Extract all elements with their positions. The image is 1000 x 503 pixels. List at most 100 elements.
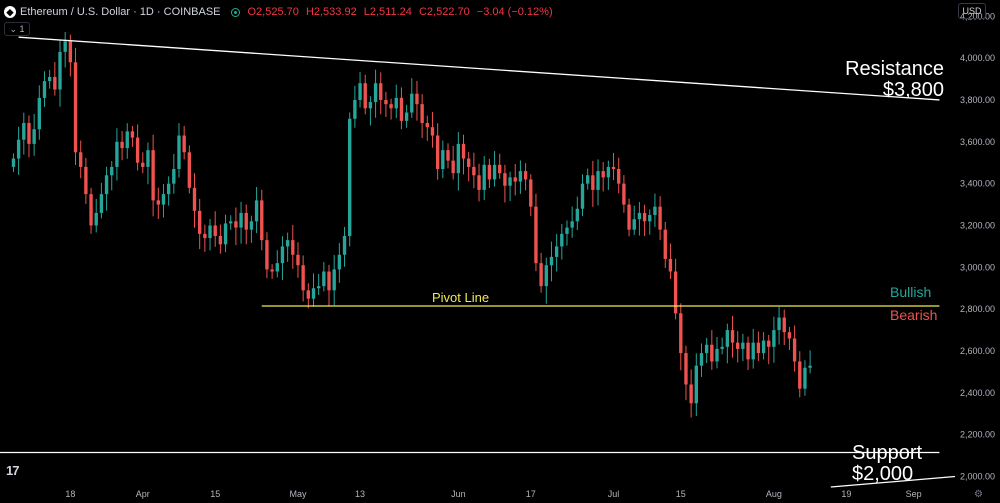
candle-body bbox=[306, 290, 311, 299]
candle-body bbox=[767, 340, 771, 347]
candle-body bbox=[16, 139, 21, 159]
candle-body bbox=[585, 175, 590, 184]
candle-body bbox=[777, 317, 781, 331]
price-tick-label: 3,800.00 bbox=[960, 95, 995, 105]
candle-body bbox=[229, 221, 233, 224]
price-axis[interactable]: 4,200.00 4,000.00 3,800.00 3,600.00 3,400.00… bbox=[960, 11, 995, 481]
price-tick-label: 4,200.00 bbox=[960, 11, 995, 21]
candle-body bbox=[296, 254, 300, 266]
candle-body bbox=[658, 206, 662, 230]
candle-body bbox=[715, 348, 719, 362]
currency-button[interactable]: USD bbox=[958, 3, 986, 19]
time-axis[interactable]: 18 Apr 15 May 13 Jun 17 Jul 15 Aug 19 Sep bbox=[65, 489, 921, 499]
candle-body bbox=[622, 183, 626, 205]
candle-body bbox=[756, 342, 761, 354]
candle-body bbox=[135, 137, 140, 163]
ohlc-values: O2,525.70 H2,533.92 L2,511.24 C2,522.70 … bbox=[248, 6, 557, 18]
candle-body bbox=[115, 141, 119, 167]
candle-body bbox=[27, 122, 31, 144]
candle-body bbox=[161, 194, 166, 205]
candle-body bbox=[544, 265, 548, 287]
candle-body bbox=[803, 367, 807, 389]
indicators-toggle-button[interactable]: ⌄ 1 bbox=[4, 22, 30, 36]
candle-body bbox=[492, 164, 497, 180]
candle-body bbox=[384, 99, 388, 105]
candle-body bbox=[254, 200, 259, 222]
candle-body bbox=[141, 162, 145, 167]
chevron-down-icon: ⌄ bbox=[9, 23, 17, 34]
candle-body bbox=[523, 171, 528, 180]
candle-body bbox=[192, 187, 197, 211]
ohlc-low: L2,511.24 bbox=[363, 6, 412, 18]
candle-body bbox=[425, 122, 429, 128]
candle-body bbox=[508, 177, 512, 186]
candle-body bbox=[617, 169, 621, 184]
candle-body bbox=[689, 384, 693, 404]
candle-body bbox=[461, 143, 466, 159]
candle-body bbox=[270, 269, 274, 272]
indicator-count: 1 bbox=[19, 24, 25, 34]
time-tick-label: 15 bbox=[210, 489, 220, 499]
gear-icon[interactable]: ⚙ bbox=[974, 489, 983, 500]
candle-body bbox=[518, 171, 523, 182]
candle-body bbox=[358, 83, 362, 100]
candle-body bbox=[332, 269, 336, 291]
support-trend-line[interactable] bbox=[830, 475, 956, 488]
price-tick-label: 2,000.00 bbox=[960, 472, 995, 482]
candle-body bbox=[679, 313, 683, 354]
candle-body bbox=[399, 97, 404, 121]
ohlc-high: H2,533.92 bbox=[305, 6, 357, 18]
candle-body bbox=[223, 223, 228, 245]
candle-body bbox=[575, 208, 580, 222]
candle-body bbox=[580, 183, 585, 209]
price-tick-label: 2,800.00 bbox=[960, 304, 995, 314]
candle-body bbox=[89, 194, 93, 226]
price-tick-label: 3,600.00 bbox=[960, 137, 995, 147]
candle-body bbox=[32, 129, 36, 144]
symbol-header[interactable]: ◆ Ethereum / U.S. Dollar · 1D · COINBASE… bbox=[4, 4, 557, 20]
candle-body bbox=[472, 166, 476, 176]
time-tick-label: 18 bbox=[65, 489, 75, 499]
price-tick-label: 2,600.00 bbox=[960, 346, 995, 356]
candle-body bbox=[673, 271, 678, 314]
candle-body bbox=[22, 122, 26, 140]
candle-body bbox=[477, 175, 481, 190]
candle-body bbox=[549, 256, 554, 266]
candle-body bbox=[668, 258, 673, 272]
symbol-title[interactable]: Ethereum / U.S. Dollar · 1D · COINBASE bbox=[20, 6, 221, 18]
bearish-label: Bearish bbox=[890, 307, 937, 323]
candle-body bbox=[554, 246, 559, 257]
time-tick-label: Jul bbox=[608, 489, 620, 499]
market-status-icon[interactable] bbox=[230, 7, 240, 17]
candle-body bbox=[301, 265, 305, 291]
candle-body bbox=[316, 286, 321, 289]
trend-lines-group bbox=[0, 36, 956, 488]
candle-body bbox=[156, 200, 160, 205]
price-tick-label: 2,400.00 bbox=[960, 388, 995, 398]
candle-body bbox=[73, 62, 78, 153]
candle-body bbox=[104, 175, 109, 195]
resistance-label: Resistance bbox=[845, 58, 944, 80]
candle-body bbox=[560, 233, 564, 247]
candle-body bbox=[239, 212, 243, 228]
candle-body bbox=[373, 83, 378, 103]
time-tick-label: 15 bbox=[676, 489, 686, 499]
candle-body bbox=[37, 97, 41, 130]
candle-body bbox=[467, 158, 471, 167]
ethereum-coin-icon: ◆ bbox=[4, 6, 16, 18]
ohlc-change: −3.04 (−0.12%) bbox=[476, 6, 553, 18]
candle-body bbox=[699, 353, 704, 366]
candle-body bbox=[730, 330, 735, 343]
candle-body bbox=[596, 171, 600, 190]
candle-body bbox=[182, 135, 186, 153]
candle-body bbox=[601, 171, 605, 178]
candle-body bbox=[736, 342, 740, 349]
candle-body bbox=[337, 254, 342, 270]
candle-body bbox=[84, 166, 88, 195]
candle-body bbox=[487, 164, 492, 180]
time-tick-label: 19 bbox=[841, 489, 851, 499]
candle-body bbox=[720, 346, 724, 349]
resistance-line[interactable] bbox=[18, 36, 940, 101]
candle-body bbox=[218, 235, 223, 245]
